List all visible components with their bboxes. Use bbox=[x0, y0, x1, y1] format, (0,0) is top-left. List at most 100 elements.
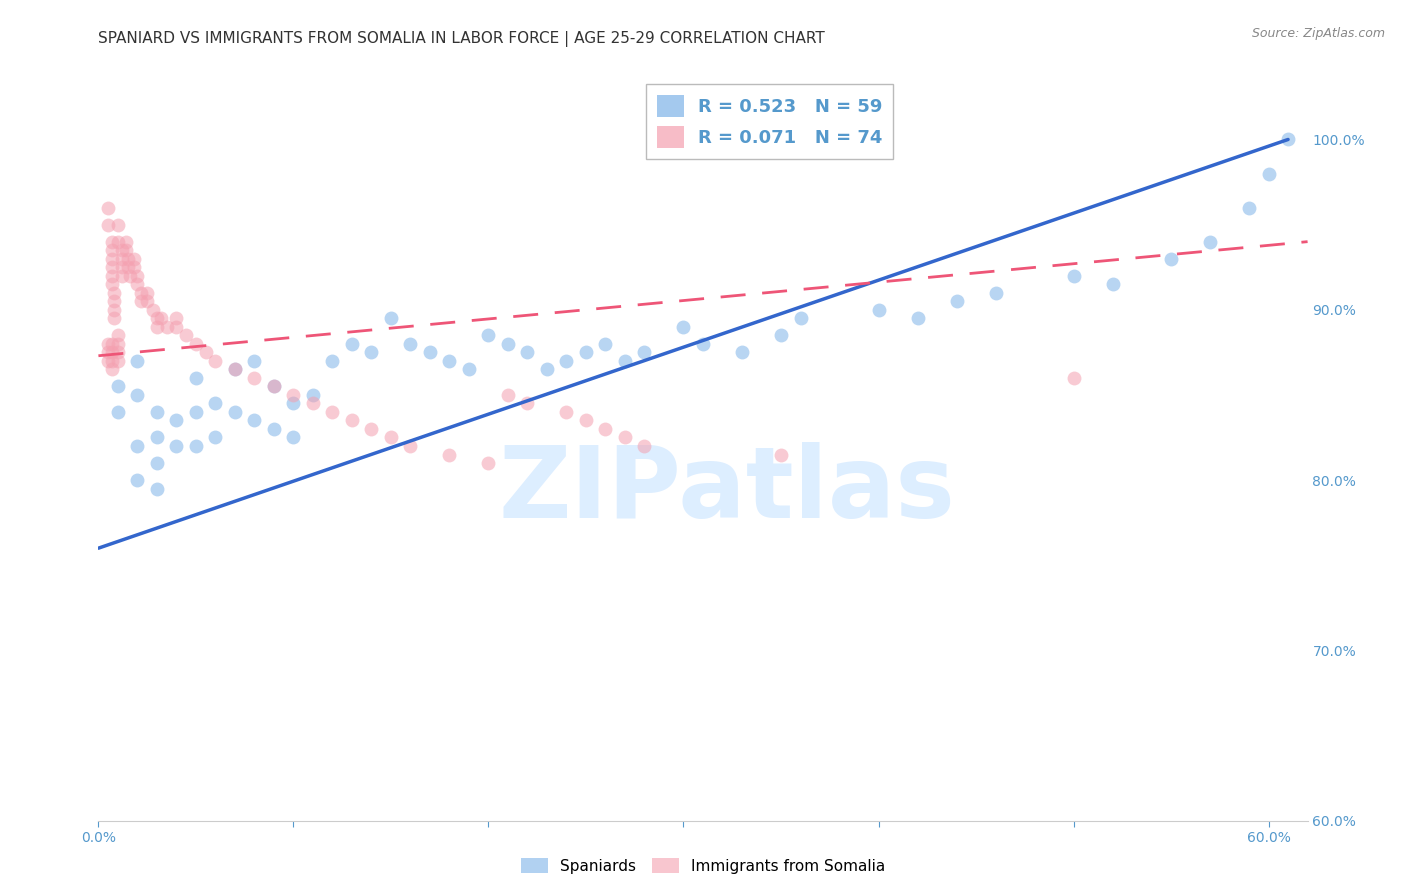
Point bbox=[984, 285, 1007, 300]
Point bbox=[101, 354, 124, 368]
Point bbox=[380, 430, 402, 444]
Text: Source: ZipAtlas.com: Source: ZipAtlas.com bbox=[1251, 27, 1385, 40]
Point bbox=[146, 456, 169, 470]
Point bbox=[224, 362, 246, 376]
Legend: Spaniards, Immigrants from Somalia: Spaniards, Immigrants from Somalia bbox=[515, 852, 891, 880]
Point bbox=[692, 336, 714, 351]
Point bbox=[136, 285, 159, 300]
Point bbox=[633, 345, 655, 359]
Point bbox=[101, 260, 124, 275]
Point bbox=[321, 405, 343, 419]
Point bbox=[111, 243, 134, 257]
Point bbox=[283, 430, 305, 444]
Point bbox=[496, 388, 519, 402]
Point bbox=[103, 302, 125, 317]
Point bbox=[107, 405, 129, 419]
Point bbox=[769, 448, 792, 462]
Point bbox=[111, 260, 134, 275]
Point bbox=[156, 319, 179, 334]
Text: SPANIARD VS IMMIGRANTS FROM SOMALIA IN LABOR FORCE | AGE 25-29 CORRELATION CHART: SPANIARD VS IMMIGRANTS FROM SOMALIA IN L… bbox=[98, 31, 825, 47]
Point bbox=[263, 422, 285, 436]
Point bbox=[114, 235, 136, 249]
Point bbox=[101, 345, 124, 359]
Point bbox=[224, 362, 246, 376]
Point bbox=[439, 448, 461, 462]
Point bbox=[131, 294, 153, 309]
Point bbox=[263, 379, 285, 393]
Point bbox=[263, 379, 285, 393]
Point bbox=[127, 354, 149, 368]
Point bbox=[907, 311, 929, 326]
Point bbox=[789, 311, 811, 326]
Point bbox=[868, 302, 890, 317]
Point bbox=[97, 218, 120, 232]
Point bbox=[122, 260, 145, 275]
Point bbox=[302, 388, 325, 402]
Point bbox=[360, 345, 382, 359]
Point bbox=[1063, 268, 1085, 283]
Point bbox=[107, 336, 129, 351]
Point bbox=[165, 311, 187, 326]
Point bbox=[477, 328, 499, 343]
Point bbox=[731, 345, 754, 359]
Point bbox=[496, 336, 519, 351]
Point bbox=[614, 430, 637, 444]
Point bbox=[117, 252, 139, 266]
Point bbox=[127, 388, 149, 402]
Point bbox=[419, 345, 441, 359]
Point bbox=[204, 396, 226, 410]
Point bbox=[194, 345, 217, 359]
Point bbox=[142, 302, 165, 317]
Point bbox=[945, 294, 967, 309]
Point bbox=[243, 413, 266, 427]
Point bbox=[127, 439, 149, 453]
Point bbox=[1063, 371, 1085, 385]
Point bbox=[101, 235, 124, 249]
Point bbox=[224, 405, 246, 419]
Point bbox=[243, 371, 266, 385]
Point bbox=[184, 371, 207, 385]
Point bbox=[101, 277, 124, 292]
Point bbox=[146, 405, 169, 419]
Point bbox=[103, 311, 125, 326]
Point bbox=[321, 354, 343, 368]
Point bbox=[165, 413, 187, 427]
Point bbox=[146, 482, 169, 496]
Point bbox=[555, 354, 578, 368]
Point bbox=[114, 243, 136, 257]
Point bbox=[97, 336, 120, 351]
Point bbox=[516, 396, 538, 410]
Point bbox=[131, 285, 153, 300]
Point bbox=[283, 388, 305, 402]
Point bbox=[107, 218, 129, 232]
Point bbox=[458, 362, 481, 376]
Point bbox=[575, 413, 598, 427]
Point bbox=[516, 345, 538, 359]
Point bbox=[107, 354, 129, 368]
Point bbox=[595, 422, 617, 436]
Point bbox=[302, 396, 325, 410]
Point bbox=[1237, 201, 1260, 215]
Point bbox=[107, 328, 129, 343]
Point bbox=[439, 354, 461, 368]
Point bbox=[146, 319, 169, 334]
Point bbox=[103, 294, 125, 309]
Point bbox=[204, 354, 226, 368]
Point bbox=[118, 268, 141, 283]
Legend: R = 0.523   N = 59, R = 0.071   N = 74: R = 0.523 N = 59, R = 0.071 N = 74 bbox=[645, 84, 893, 159]
Point bbox=[184, 439, 207, 453]
Point bbox=[204, 430, 226, 444]
Point bbox=[97, 345, 120, 359]
Point bbox=[340, 413, 363, 427]
Point bbox=[174, 328, 197, 343]
Point bbox=[127, 268, 149, 283]
Point bbox=[101, 362, 124, 376]
Point bbox=[1277, 132, 1299, 146]
Point bbox=[165, 319, 187, 334]
Point bbox=[107, 345, 129, 359]
Point bbox=[536, 362, 558, 376]
Point bbox=[380, 311, 402, 326]
Point bbox=[672, 319, 695, 334]
Point bbox=[149, 311, 172, 326]
Point bbox=[107, 379, 129, 393]
